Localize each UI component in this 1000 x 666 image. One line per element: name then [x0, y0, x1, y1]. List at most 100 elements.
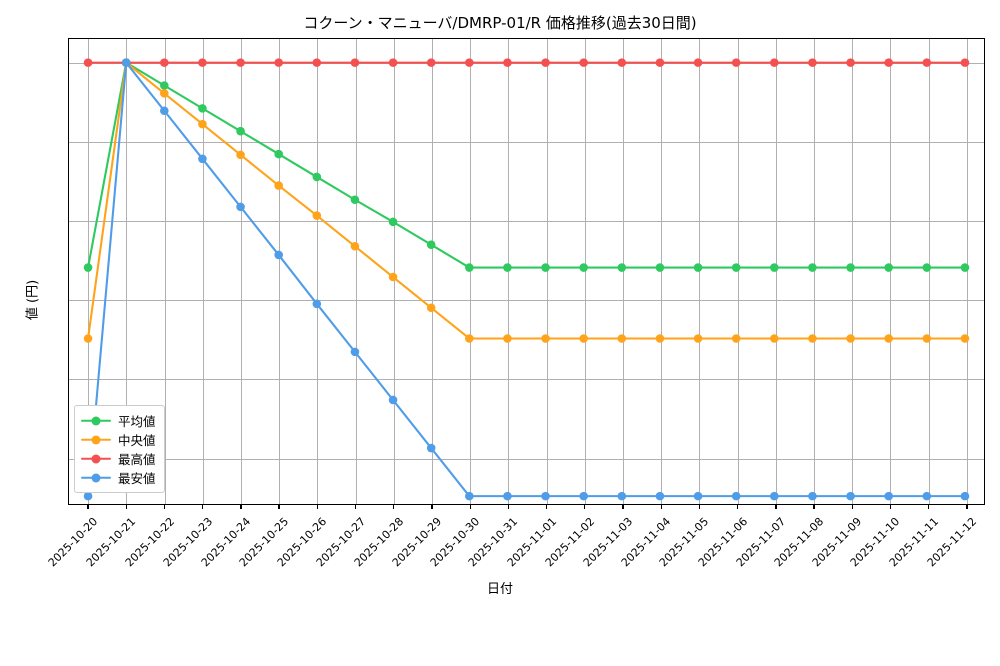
data-point — [236, 126, 245, 136]
x-tick-mark — [354, 504, 357, 509]
x-tick-mark — [584, 504, 586, 509]
data-point — [388, 272, 398, 282]
plot-area: 5060708090100 2025-10-202025-10-212025-1… — [46, 38, 985, 569]
data-point — [884, 263, 893, 272]
x-tick-mark — [545, 504, 548, 509]
data-point — [617, 491, 627, 501]
data-point — [426, 303, 436, 313]
data-point — [655, 334, 665, 343]
data-point — [312, 211, 322, 220]
data-point — [274, 149, 283, 159]
data-point — [770, 491, 779, 501]
data-point — [770, 263, 779, 272]
gridline-vertical — [737, 39, 739, 504]
data-point — [808, 334, 817, 343]
data-point — [503, 263, 512, 272]
data-point — [541, 263, 550, 272]
gridline-vertical — [852, 39, 854, 504]
data-point — [83, 263, 93, 272]
legend-item[interactable]: 最安値 — [81, 468, 156, 487]
legend-label: 中央値 — [118, 433, 156, 448]
data-point — [160, 106, 169, 116]
data-point — [579, 263, 588, 272]
data-point — [541, 58, 550, 67]
data-point — [350, 58, 360, 67]
x-tick-mark — [660, 504, 662, 509]
data-point — [617, 58, 627, 67]
data-point — [465, 58, 474, 67]
gridline-vertical — [775, 39, 777, 504]
data-point — [312, 299, 322, 309]
data-point — [388, 217, 398, 227]
legend-swatch-icon — [81, 434, 111, 446]
data-point — [731, 58, 741, 67]
data-point — [731, 491, 741, 501]
data-point — [960, 334, 970, 343]
data-point — [198, 119, 207, 129]
data-point — [236, 202, 245, 212]
data-point — [655, 491, 665, 501]
legend-swatch-icon — [81, 415, 111, 427]
gridline-vertical — [355, 39, 357, 504]
x-tick-mark — [928, 504, 930, 509]
data-point — [274, 250, 283, 260]
data-point — [693, 58, 703, 67]
x-tick-mark — [469, 504, 471, 509]
data-point — [579, 491, 588, 501]
data-point — [693, 334, 703, 343]
legend-swatch-icon — [81, 472, 111, 484]
series-最安値 — [83, 58, 970, 501]
data-point — [808, 58, 817, 67]
data-point — [960, 58, 970, 67]
data-point — [83, 334, 93, 343]
x-tick-mark — [851, 504, 853, 509]
data-point — [846, 263, 855, 272]
x-tick-mark — [431, 504, 433, 509]
data-point — [503, 491, 512, 501]
gridline-vertical — [240, 39, 242, 504]
legend-label: 最安値 — [118, 471, 156, 486]
data-point — [922, 58, 932, 67]
x-tick-mark — [316, 504, 318, 509]
data-point — [579, 58, 588, 67]
data-point — [770, 58, 779, 67]
legend-item[interactable]: 平均値 — [81, 411, 156, 430]
data-point — [198, 104, 207, 113]
data-point — [350, 241, 360, 251]
x-tick-mark — [240, 504, 242, 509]
data-point — [693, 263, 703, 272]
data-point — [160, 81, 169, 90]
legend-item[interactable]: 中央値 — [81, 430, 156, 449]
data-point — [350, 195, 360, 205]
data-point — [808, 491, 817, 501]
gridline-vertical — [890, 39, 892, 504]
data-point — [884, 58, 893, 67]
gridline-vertical — [202, 39, 204, 504]
x-tick-mark — [775, 504, 777, 509]
data-point — [922, 263, 932, 272]
data-point — [426, 58, 436, 67]
x-axis-label: 日付 — [486, 582, 513, 597]
gridline-vertical — [126, 39, 128, 504]
legend-swatch-icon — [81, 453, 111, 465]
data-point — [617, 334, 627, 343]
x-tick-mark — [278, 504, 280, 509]
x-tick-mark — [736, 504, 739, 509]
gridline-vertical — [699, 39, 701, 504]
data-point — [465, 263, 474, 272]
data-point — [236, 58, 245, 67]
data-point — [846, 58, 855, 67]
x-tick-mark — [889, 504, 892, 509]
data-point — [846, 334, 855, 343]
data-point — [312, 172, 322, 182]
legend-item[interactable]: 最高値 — [81, 449, 156, 468]
data-point — [617, 263, 627, 272]
data-point — [541, 491, 550, 501]
data-point — [350, 347, 360, 357]
data-point — [160, 89, 169, 98]
data-point — [274, 181, 283, 190]
data-point — [655, 263, 665, 272]
data-point — [960, 491, 970, 501]
data-point — [922, 491, 932, 501]
data-point — [846, 491, 855, 501]
